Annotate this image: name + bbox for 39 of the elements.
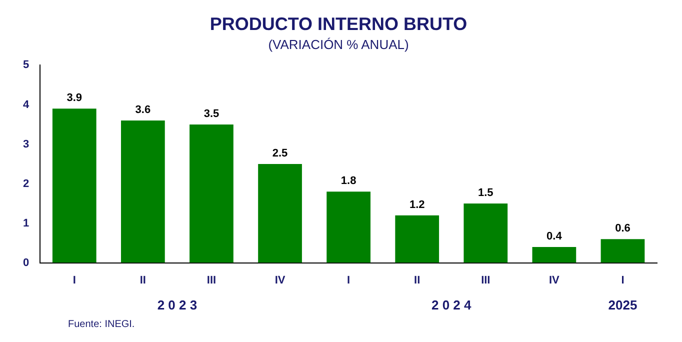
text: 2 0 2 4 xyxy=(431,298,472,313)
x-tick-label: II xyxy=(140,274,146,286)
data-label: 1.8 xyxy=(340,175,356,188)
bar xyxy=(258,164,302,263)
x-tick-label: I xyxy=(621,274,624,286)
x-tick-label: I xyxy=(72,274,76,286)
text: 2025 xyxy=(608,298,638,313)
bar xyxy=(532,246,576,263)
bar xyxy=(464,204,508,263)
data-label: 3.5 xyxy=(204,108,220,120)
y-tick-label: 0 xyxy=(22,256,30,269)
text: 2 0 2 3 xyxy=(157,298,198,313)
bar xyxy=(395,215,440,263)
data-label: 3.9 xyxy=(66,92,82,104)
x-tick-label: III xyxy=(481,274,490,286)
x-tick-label: I xyxy=(347,274,350,286)
bar xyxy=(52,108,96,263)
data-label: 1.2 xyxy=(409,198,425,211)
chart-title: PRODUCTO INTERNO BRUTO xyxy=(210,14,468,34)
x-tick-label: III xyxy=(206,274,216,286)
data-label: 3.6 xyxy=(135,104,151,116)
y-tick-label: 3 xyxy=(22,138,30,150)
data-label: 2.5 xyxy=(272,148,288,160)
x-tick-label: IV xyxy=(274,274,286,286)
data-label: 1.5 xyxy=(478,187,494,200)
y-tick-label: 1 xyxy=(22,217,30,230)
y-tick-label: 5 xyxy=(22,59,30,72)
bar xyxy=(121,120,165,263)
x-tick-label: II xyxy=(414,274,420,286)
bar xyxy=(600,239,645,263)
bar xyxy=(326,192,370,263)
source-note: Fuente: INEGI. xyxy=(68,318,135,330)
bar xyxy=(190,124,234,263)
data-label: 0.6 xyxy=(615,222,630,235)
y-tick-label: 4 xyxy=(22,98,30,111)
chart-subtitle: (VARIACIÓN % ANUAL) xyxy=(268,36,409,52)
y-tick-label: 2 xyxy=(22,178,30,190)
data-label: 0.4 xyxy=(546,230,563,243)
x-tick-label: IV xyxy=(548,274,560,286)
